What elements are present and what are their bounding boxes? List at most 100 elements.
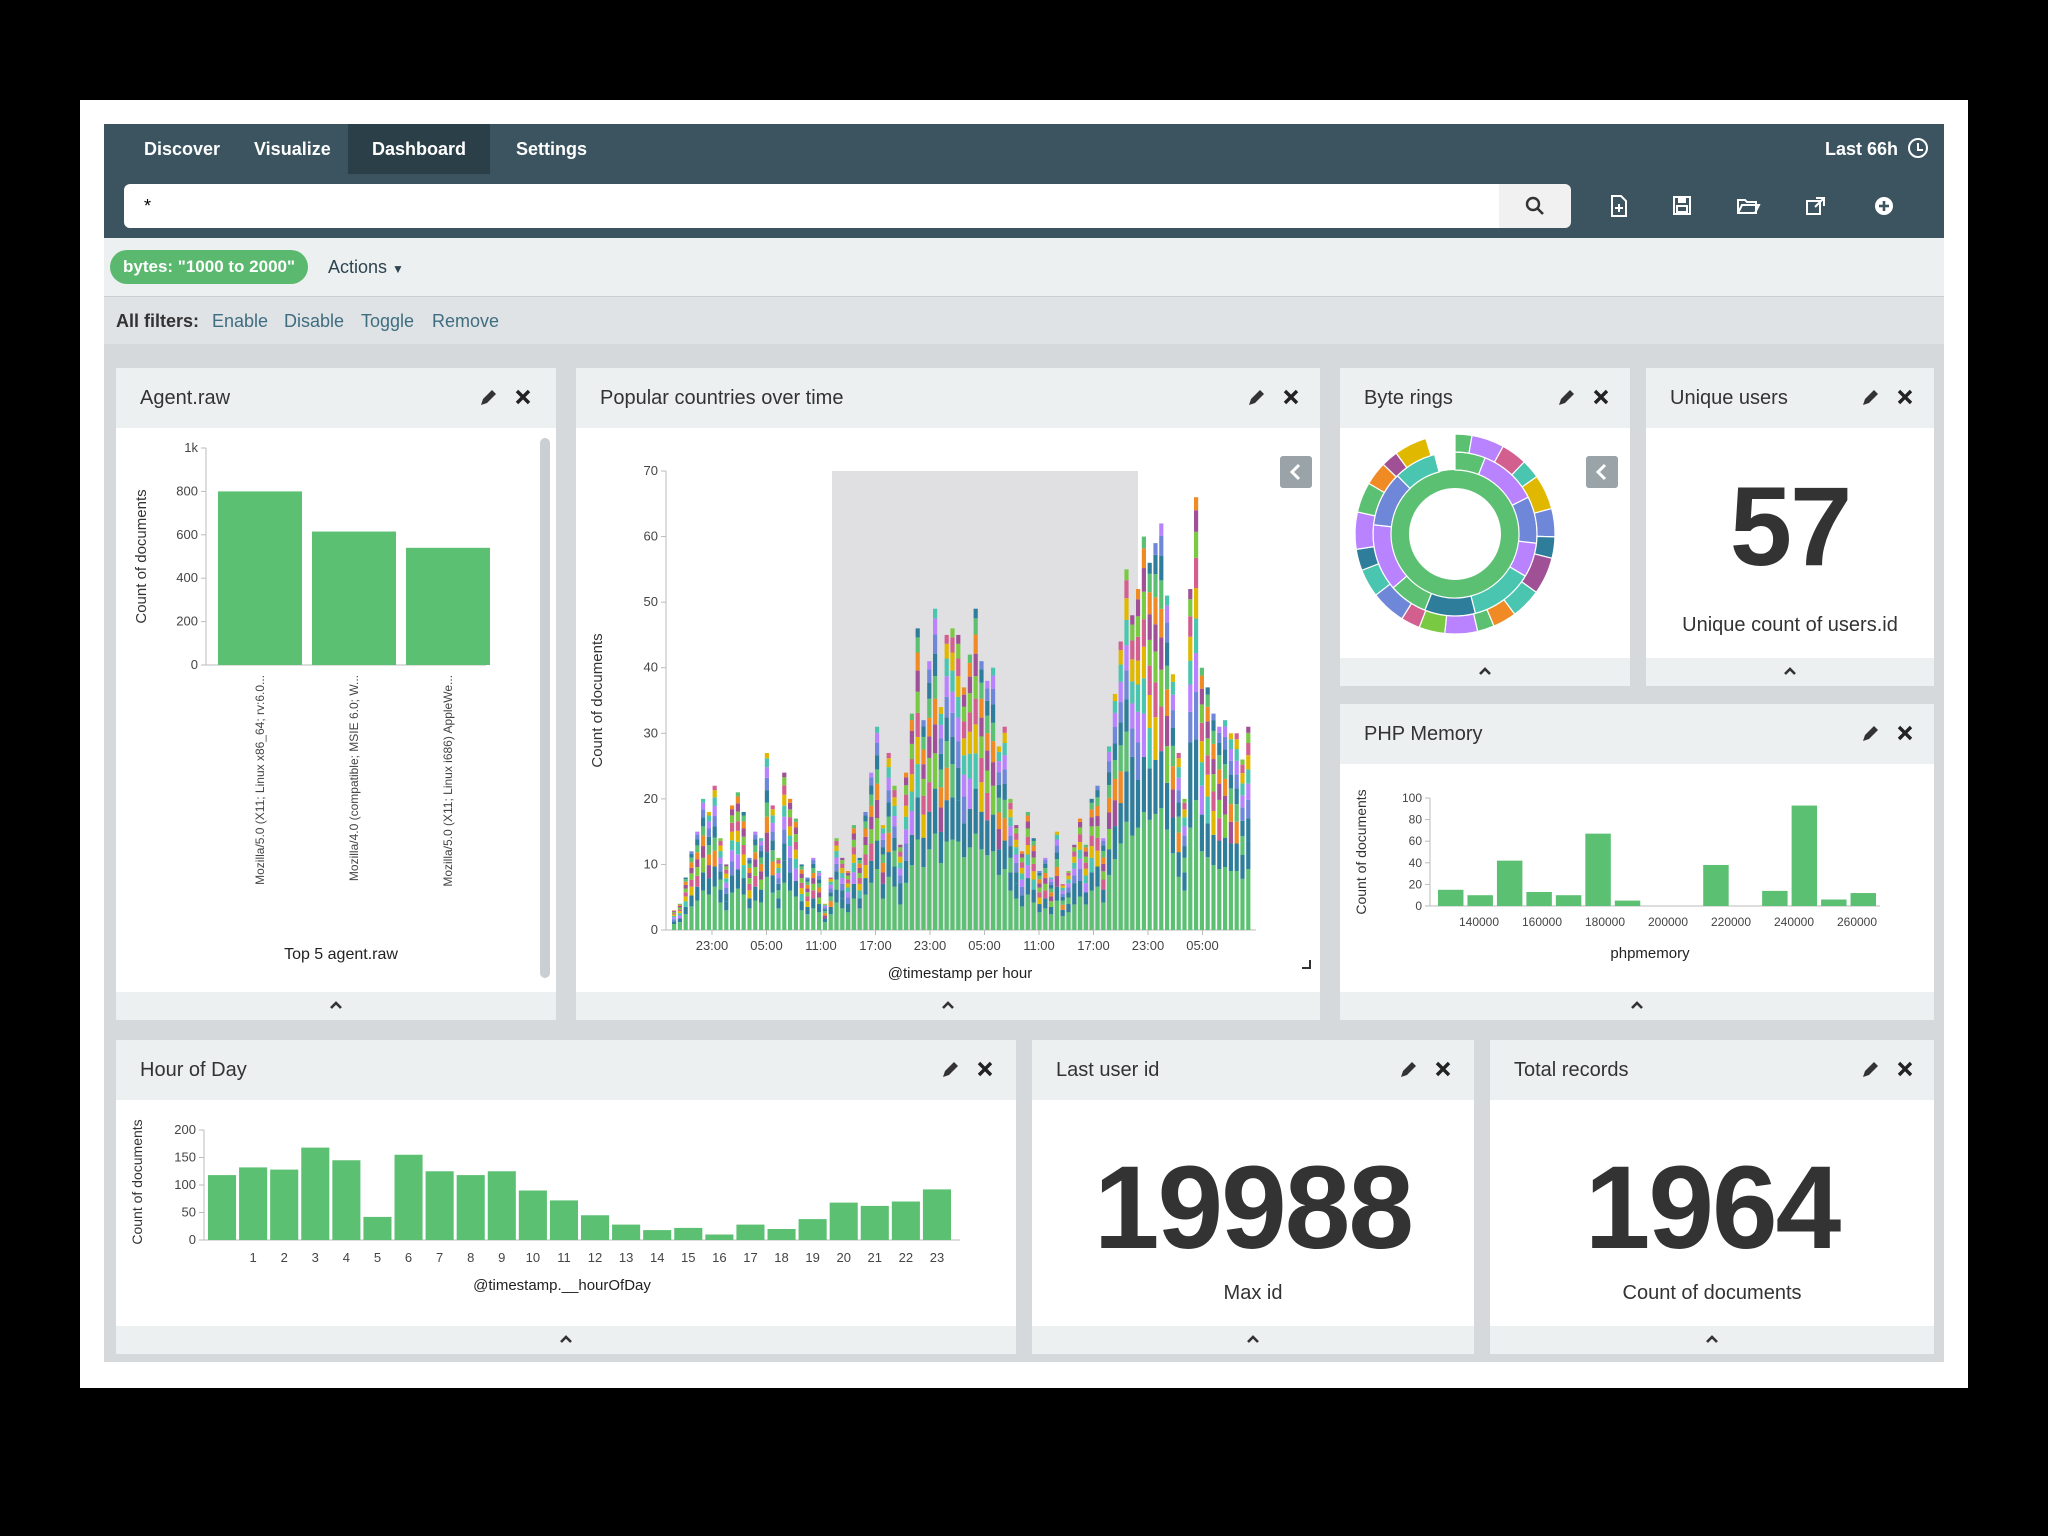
stacked-bar-segment <box>799 864 804 867</box>
stacked-bar-segment <box>904 843 909 861</box>
chevron-up-icon[interactable] <box>329 1000 343 1010</box>
stacked-bar-segment <box>1246 783 1251 800</box>
stacked-bar-segment <box>1002 840 1007 870</box>
stacked-bar-segment <box>672 913 677 915</box>
pencil-icon[interactable] <box>478 388 498 408</box>
pencil-icon[interactable] <box>1398 1060 1418 1080</box>
stacked-bar-segment <box>1124 670 1129 700</box>
chevron-up-icon[interactable] <box>941 1000 955 1010</box>
tab-dashboard[interactable]: Dashboard <box>348 124 491 174</box>
pencil-icon[interactable] <box>1246 388 1266 408</box>
tab-settings[interactable]: Settings <box>516 139 588 159</box>
pencil-icon[interactable] <box>1860 724 1880 744</box>
stacked-bar-segment <box>1112 726 1117 744</box>
stacked-bar-segment <box>1228 739 1233 750</box>
stacked-bar-segment <box>764 790 769 803</box>
search-button[interactable] <box>1499 184 1571 228</box>
close-icon[interactable] <box>1592 388 1610 406</box>
close-icon[interactable] <box>1896 724 1914 742</box>
toggle-link[interactable]: Toggle <box>361 311 415 331</box>
close-icon[interactable] <box>1282 388 1300 406</box>
stacked-bar-segment <box>1118 650 1123 665</box>
stacked-bar-segment <box>1101 845 1106 852</box>
tab-visualize[interactable]: Visualize <box>254 139 331 159</box>
stacked-bar-segment <box>1153 682 1158 718</box>
chevron-up-icon[interactable] <box>1246 1334 1260 1344</box>
stacked-bar-segment <box>1078 858 1083 869</box>
tab-discover[interactable]: Discover <box>144 139 221 159</box>
stacked-bar-segment <box>1170 789 1175 818</box>
stacked-bar-segment <box>1205 721 1210 739</box>
pencil-icon[interactable] <box>1860 388 1880 408</box>
chevron-up-icon[interactable] <box>1630 1000 1644 1010</box>
chevron-left-icon <box>1289 463 1301 481</box>
filter-pill[interactable]: bytes: "1000 to 2000" <box>110 250 309 284</box>
stacked-bar-segment <box>1095 797 1100 806</box>
stacked-bar-segment <box>1217 869 1222 930</box>
stacked-bar-segment <box>1054 859 1059 868</box>
stacked-bar-segment <box>1211 774 1216 792</box>
legend-toggle-button[interactable] <box>1586 456 1618 488</box>
chevron-up-icon[interactable] <box>559 1334 573 1344</box>
bar <box>1555 895 1582 906</box>
stacked-bar-segment <box>834 871 839 880</box>
x-tick-label: 11:00 <box>805 938 837 953</box>
open-folder-icon[interactable] <box>1734 192 1762 220</box>
stacked-bar-segment <box>753 900 758 930</box>
stacked-bar-segment <box>776 860 781 864</box>
stacked-bar-segment <box>724 873 729 879</box>
close-icon[interactable] <box>976 1060 994 1078</box>
stacked-bar-segment <box>1054 886 1059 901</box>
stacked-bar-segment <box>747 898 752 909</box>
x-tick-label: 15 <box>681 1250 695 1265</box>
new-dashboard-icon[interactable] <box>1604 192 1632 220</box>
stacked-bar-segment <box>915 764 920 798</box>
share-icon[interactable] <box>1802 192 1830 220</box>
stacked-bar-segment <box>718 851 723 858</box>
search-input[interactable] <box>124 184 1499 228</box>
stacked-bar-segment <box>909 791 914 811</box>
stacked-bar-segment <box>921 867 926 930</box>
stacked-bar-segment <box>875 869 880 930</box>
chevron-up-icon[interactable] <box>1478 666 1492 676</box>
actions-dropdown[interactable]: Actions ▼ <box>328 250 404 286</box>
close-icon[interactable] <box>1896 1060 1914 1078</box>
time-picker[interactable]: Last 66h <box>1825 124 1928 174</box>
stacked-bar-segment <box>741 878 746 895</box>
stacked-bar-segment <box>1020 879 1025 887</box>
stacked-bar-segment <box>782 794 787 806</box>
stacked-bar-segment <box>1246 742 1251 756</box>
stacked-bar-segment <box>1095 886 1100 930</box>
stacked-bar-segment <box>996 746 1001 752</box>
stacked-bar-segment <box>985 770 990 793</box>
stacked-bar-segment <box>863 811 868 816</box>
stacked-bar-segment <box>1054 900 1059 930</box>
stacked-bar-segment <box>712 805 717 817</box>
stacked-bar-segment <box>1037 887 1042 893</box>
stacked-bar-segment <box>1107 784 1112 798</box>
close-icon[interactable] <box>514 388 532 406</box>
stacked-bar-segment <box>753 831 758 835</box>
close-icon[interactable] <box>1434 1060 1452 1078</box>
disable-link[interactable]: Disable <box>284 311 345 331</box>
chevron-up-icon[interactable] <box>1705 1334 1719 1344</box>
stacked-bar-segment <box>1089 802 1094 810</box>
stacked-bar-segment <box>764 876 769 930</box>
y-tick-label: 40 <box>644 660 658 675</box>
close-icon[interactable] <box>1896 388 1914 406</box>
enable-link[interactable]: Enable <box>212 311 269 331</box>
pencil-icon[interactable] <box>940 1060 960 1080</box>
pencil-icon[interactable] <box>1860 1060 1880 1080</box>
stacked-bar-segment <box>1112 800 1117 827</box>
stacked-bar-segment <box>1188 742 1193 780</box>
pencil-icon[interactable] <box>1556 388 1576 408</box>
remove-link[interactable]: Remove <box>432 311 500 331</box>
add-panel-icon[interactable] <box>1870 192 1898 220</box>
legend-toggle-button[interactable] <box>1280 456 1312 488</box>
stacked-bar-segment <box>938 787 943 808</box>
scrollbar[interactable] <box>540 438 550 978</box>
stacked-bar-segment <box>1008 872 1013 891</box>
save-icon[interactable] <box>1668 192 1696 220</box>
stacked-bar-segment <box>1153 554 1158 575</box>
chevron-up-icon[interactable] <box>1783 666 1797 676</box>
